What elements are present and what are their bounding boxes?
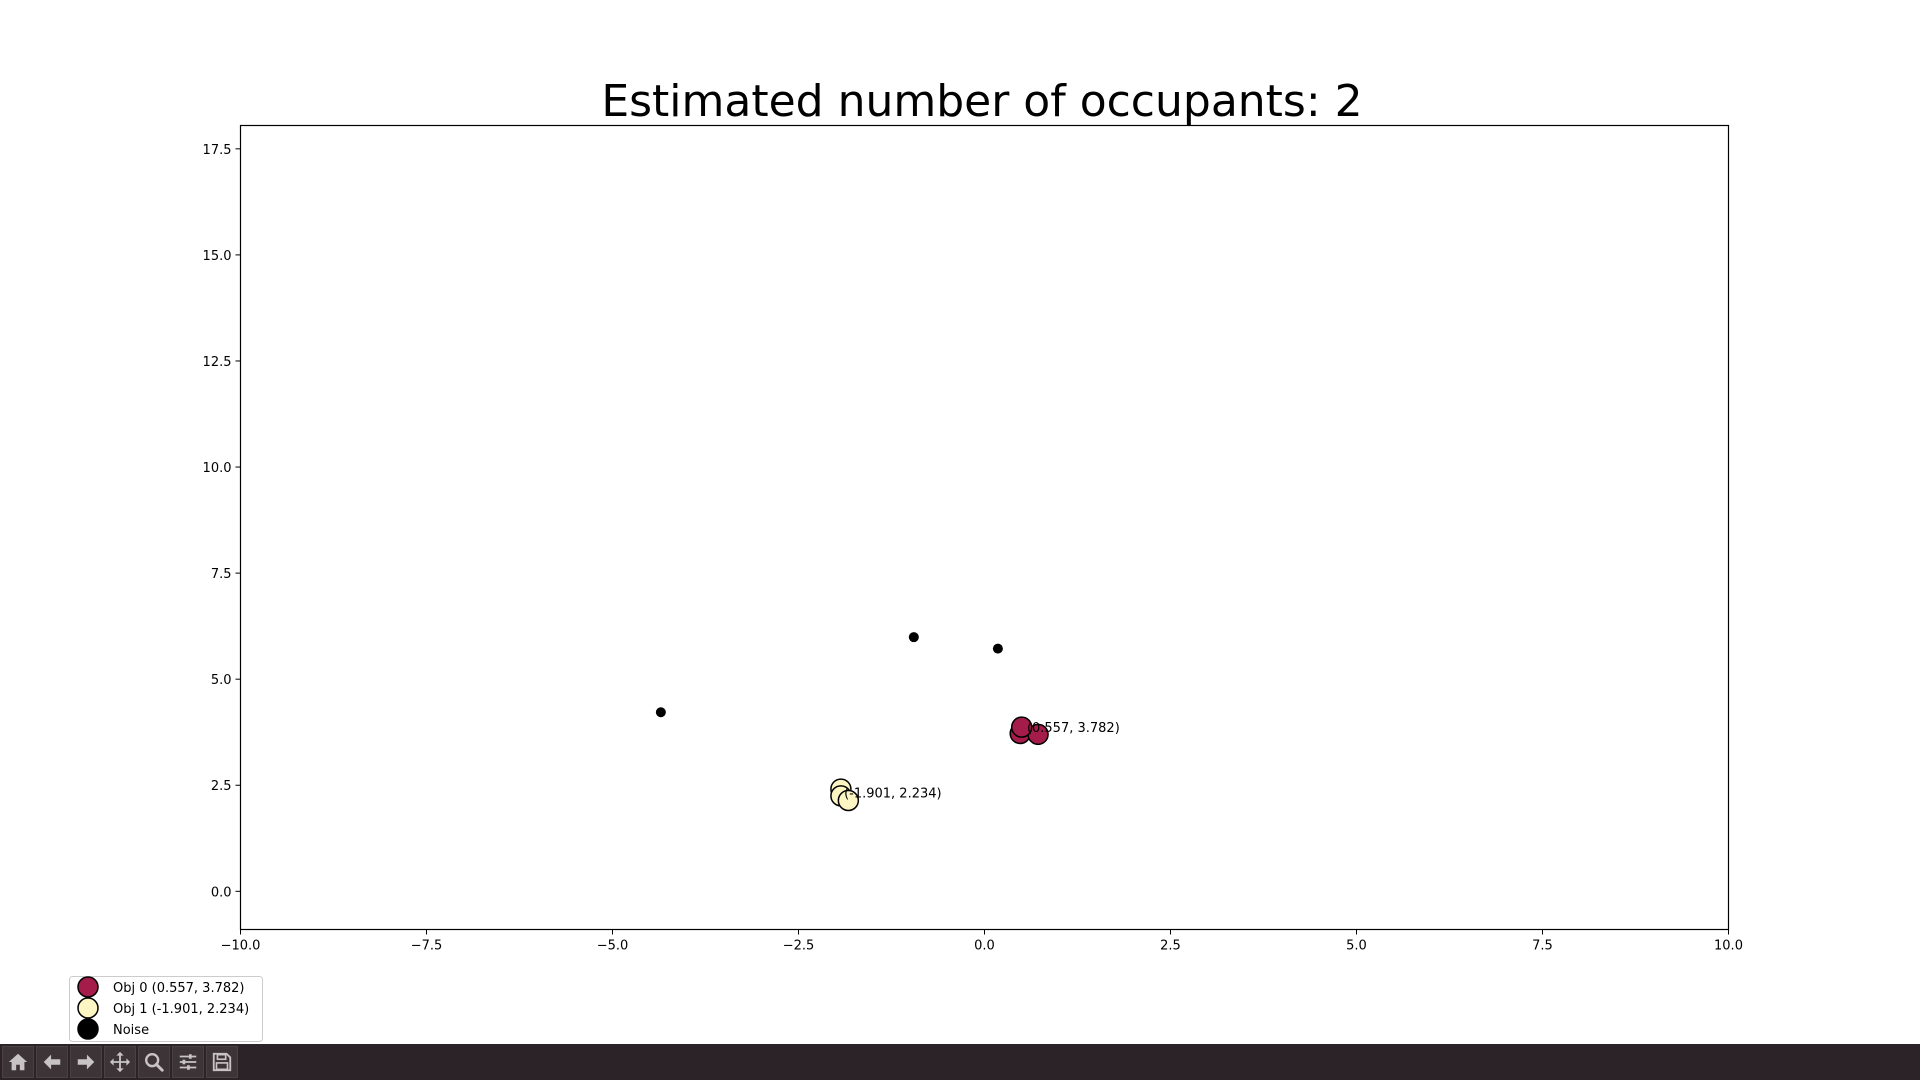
y-tick-label: 2.5 (211, 779, 232, 794)
point-annotations: (0.557, 3.782) (-1.901, 2.234) (844, 721, 1120, 802)
point-noise (655, 707, 666, 718)
point-noise (992, 643, 1003, 654)
legend-marker (77, 976, 99, 998)
legend-label: Noise (113, 1023, 149, 1038)
navigation-toolbar (0, 1044, 1920, 1080)
x-tick-label: −7.5 (411, 939, 443, 954)
zoom-icon (145, 1053, 164, 1072)
legend: Obj 0 (0.557, 3.782) Obj 1 (-1.901, 2.234… (69, 976, 263, 1042)
y-axis: 0.0 2.5 5.0 7.5 10.0 12.5 15.0 17.5 (203, 143, 241, 900)
zoom-button[interactable] (138, 1046, 170, 1078)
x-tick-label: 7.5 (1532, 939, 1553, 954)
y-tick-label: 12.5 (203, 355, 232, 370)
x-tick-label: 0.0 (974, 939, 995, 954)
save-icon (212, 1052, 232, 1072)
x-tick-label: −2.5 (783, 939, 815, 954)
y-tick-label: 7.5 (211, 567, 232, 582)
y-tick-label: 10.0 (203, 461, 232, 476)
y-tick-label: 17.5 (203, 143, 232, 158)
data-points (655, 632, 1049, 812)
back-arrow-icon (43, 1054, 61, 1070)
home-icon (8, 1053, 28, 1071)
x-axis: −10.0 −7.5 −5.0 −2.5 0.0 2.5 5.0 7.5 10.0 (221, 929, 1743, 954)
legend-marker (77, 1018, 99, 1040)
figure: Estimated number of occupants: 2 −10.0 −7… (69, 76, 1743, 1042)
configure-subplots-button[interactable] (172, 1046, 204, 1078)
x-tick-label: −10.0 (221, 939, 261, 954)
back-button[interactable] (36, 1046, 68, 1078)
home-button[interactable] (2, 1046, 34, 1078)
x-tick-label: 5.0 (1346, 939, 1367, 954)
legend-marker (77, 997, 99, 1019)
y-tick-label: 0.0 (211, 885, 232, 900)
x-tick-label: 2.5 (1160, 939, 1181, 954)
point-obj1 (837, 789, 860, 812)
y-tick-label: 15.0 (203, 249, 232, 264)
x-tick-label: −5.0 (597, 939, 629, 954)
y-tick-label: 5.0 (211, 673, 232, 688)
point-obj0 (1010, 716, 1033, 738)
forward-arrow-icon (77, 1054, 95, 1070)
legend-frame (69, 976, 263, 1042)
legend-label: Obj 1 (-1.901, 2.234) (113, 1002, 249, 1017)
pan-icon (109, 1051, 131, 1073)
x-tick-label: 10.0 (1714, 939, 1743, 954)
legend-label: Obj 0 (0.557, 3.782) (113, 981, 244, 996)
point-noise (908, 632, 919, 643)
forward-button[interactable] (70, 1046, 102, 1078)
pan-button[interactable] (104, 1046, 136, 1078)
plot-area-frame (239, 124, 1730, 931)
chart-title: Estimated number of occupants: 2 (601, 76, 1362, 127)
annotation-label: (-1.901, 2.234) (844, 787, 942, 802)
save-button[interactable] (206, 1046, 238, 1078)
annotation-label: (0.557, 3.782) (1027, 721, 1120, 736)
configure-subplots-icon (179, 1054, 197, 1070)
